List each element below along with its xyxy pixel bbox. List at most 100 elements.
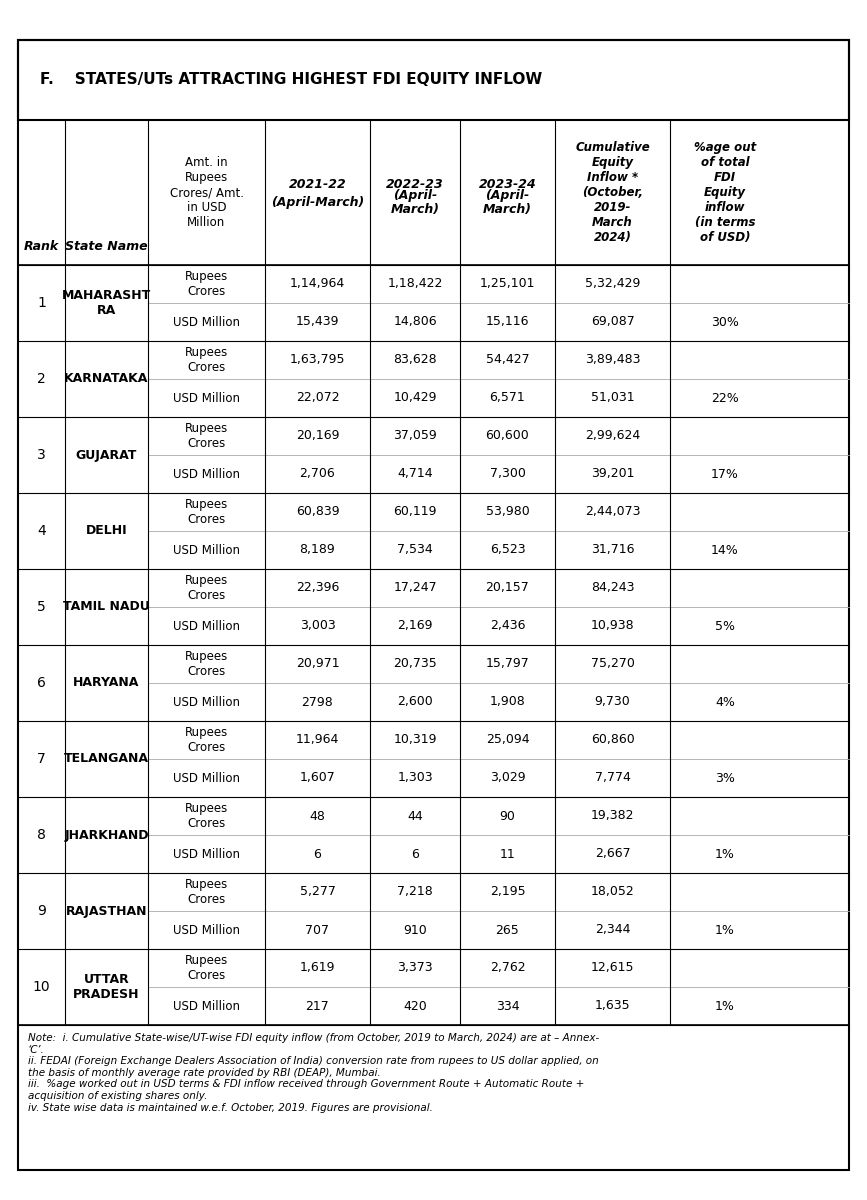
Text: 14%: 14% xyxy=(711,544,739,557)
Text: USD Million: USD Million xyxy=(173,924,240,936)
Text: 9,730: 9,730 xyxy=(595,696,630,708)
Text: 1%: 1% xyxy=(715,924,735,936)
Text: 3,029: 3,029 xyxy=(490,772,525,785)
Text: 10,319: 10,319 xyxy=(394,733,437,746)
Text: Rupees
Crores: Rupees Crores xyxy=(185,878,228,906)
Text: 39,201: 39,201 xyxy=(590,468,635,480)
Text: 60,839: 60,839 xyxy=(296,505,339,518)
Text: (April-
March): (April- March) xyxy=(390,188,440,216)
Text: 1%: 1% xyxy=(715,1000,735,1013)
Text: 6: 6 xyxy=(314,847,322,860)
Text: 90: 90 xyxy=(499,810,516,822)
Text: 22%: 22% xyxy=(711,391,739,404)
Text: 2023-24: 2023-24 xyxy=(479,178,537,191)
Text: USD Million: USD Million xyxy=(173,391,240,404)
Text: 10,938: 10,938 xyxy=(590,619,635,632)
Text: State Name: State Name xyxy=(65,240,147,253)
Text: 14,806: 14,806 xyxy=(394,316,437,329)
Text: Rupees
Crores: Rupees Crores xyxy=(185,650,228,678)
Text: USD Million: USD Million xyxy=(173,772,240,785)
Text: USD Million: USD Million xyxy=(173,316,240,329)
Text: 15,797: 15,797 xyxy=(486,658,530,671)
Text: USD Million: USD Million xyxy=(173,619,240,632)
Text: Rupees
Crores: Rupees Crores xyxy=(185,726,228,754)
Text: HARYANA: HARYANA xyxy=(74,677,140,690)
Text: 30%: 30% xyxy=(711,316,739,329)
Text: 60,860: 60,860 xyxy=(590,733,635,746)
Text: USD Million: USD Million xyxy=(173,544,240,557)
Text: 22,396: 22,396 xyxy=(296,582,339,594)
Text: 420: 420 xyxy=(403,1000,427,1013)
Text: 1,619: 1,619 xyxy=(300,961,336,974)
Text: 7,300: 7,300 xyxy=(490,468,525,480)
Text: 18,052: 18,052 xyxy=(590,886,635,899)
Text: 1%: 1% xyxy=(715,847,735,860)
Text: 4,714: 4,714 xyxy=(397,468,433,480)
Text: 5%: 5% xyxy=(715,619,735,632)
Text: 15,439: 15,439 xyxy=(296,316,339,329)
Text: 2: 2 xyxy=(37,372,46,386)
Text: 51,031: 51,031 xyxy=(590,391,635,404)
Text: 2,600: 2,600 xyxy=(397,696,433,708)
Text: 48: 48 xyxy=(310,810,325,822)
Text: 1: 1 xyxy=(37,296,46,310)
Text: 11: 11 xyxy=(499,847,515,860)
Text: 10,429: 10,429 xyxy=(394,391,437,404)
Text: 10: 10 xyxy=(33,980,50,994)
Text: 1,18,422: 1,18,422 xyxy=(388,277,443,290)
Text: 7,534: 7,534 xyxy=(397,544,433,557)
Text: 1,14,964: 1,14,964 xyxy=(290,277,345,290)
Text: 217: 217 xyxy=(306,1000,329,1013)
Text: (April-March): (April-March) xyxy=(271,196,364,209)
Text: 54,427: 54,427 xyxy=(486,354,530,366)
Text: 6,523: 6,523 xyxy=(490,544,525,557)
Text: 12,615: 12,615 xyxy=(590,961,635,974)
Text: MAHARASHT
RA: MAHARASHT RA xyxy=(62,289,151,317)
Text: 7: 7 xyxy=(37,752,46,766)
Text: 60,119: 60,119 xyxy=(394,505,437,518)
Text: 4%: 4% xyxy=(715,696,735,708)
Text: 334: 334 xyxy=(496,1000,519,1013)
Text: JHARKHAND: JHARKHAND xyxy=(64,828,149,841)
Text: 83,628: 83,628 xyxy=(394,354,437,366)
Text: 25,094: 25,094 xyxy=(486,733,530,746)
Text: 53,980: 53,980 xyxy=(486,505,530,518)
Text: 75,270: 75,270 xyxy=(590,658,635,671)
Text: DELHI: DELHI xyxy=(86,524,127,538)
Text: 20,169: 20,169 xyxy=(296,430,339,443)
Text: USD Million: USD Million xyxy=(173,847,240,860)
Text: USD Million: USD Million xyxy=(173,1000,240,1013)
Bar xyxy=(18,120,849,265)
Text: USD Million: USD Million xyxy=(173,468,240,480)
Text: TAMIL NADU: TAMIL NADU xyxy=(63,600,150,613)
Text: 3,003: 3,003 xyxy=(300,619,336,632)
Text: 265: 265 xyxy=(496,924,519,936)
Text: 3%: 3% xyxy=(715,772,735,785)
Text: 19,382: 19,382 xyxy=(590,810,635,822)
Text: 69,087: 69,087 xyxy=(590,316,635,329)
Text: 15,116: 15,116 xyxy=(486,316,529,329)
Text: 44: 44 xyxy=(407,810,423,822)
Text: 1,635: 1,635 xyxy=(595,1000,630,1013)
Bar xyxy=(18,40,849,120)
Text: Rank: Rank xyxy=(24,240,59,253)
Bar xyxy=(18,1025,849,1170)
Text: %age out
of total
FDI
Equity
inflow
(in terms
of USD): %age out of total FDI Equity inflow (in … xyxy=(694,140,756,244)
Text: KARNATAKA: KARNATAKA xyxy=(64,372,148,385)
Text: 910: 910 xyxy=(403,924,427,936)
Text: 4: 4 xyxy=(37,524,46,538)
Text: Note:  i. Cumulative State-wise/UT-wise FDI equity inflow (from October, 2019 to: Note: i. Cumulative State-wise/UT-wise F… xyxy=(28,1033,599,1112)
Text: 5,32,429: 5,32,429 xyxy=(585,277,640,290)
Text: 1,908: 1,908 xyxy=(490,696,525,708)
Text: GUJARAT: GUJARAT xyxy=(75,449,137,462)
Text: 2,169: 2,169 xyxy=(397,619,433,632)
Text: 3,373: 3,373 xyxy=(397,961,433,974)
Text: 17,247: 17,247 xyxy=(394,582,437,594)
Text: Rupees
Crores: Rupees Crores xyxy=(185,498,228,526)
Text: 20,971: 20,971 xyxy=(296,658,339,671)
Text: 37,059: 37,059 xyxy=(393,430,437,443)
Text: UTTAR
PRADESH: UTTAR PRADESH xyxy=(73,973,140,1001)
Text: 84,243: 84,243 xyxy=(590,582,635,594)
Text: RAJASTHAN: RAJASTHAN xyxy=(66,905,147,918)
Text: 1,303: 1,303 xyxy=(397,772,433,785)
